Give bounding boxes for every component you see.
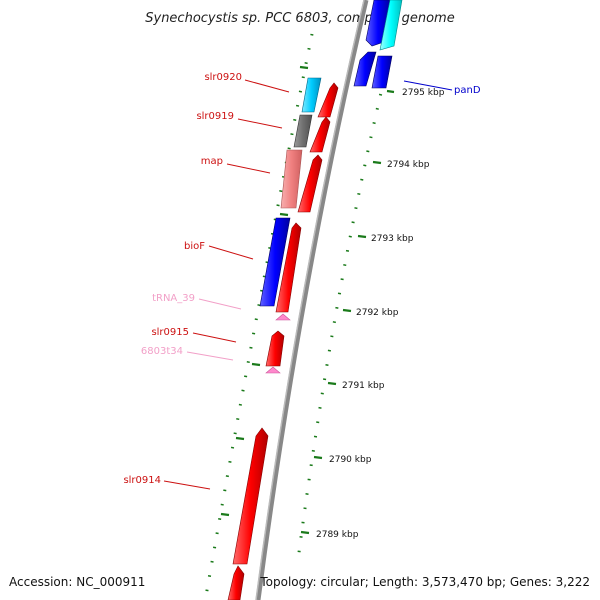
gene-label-tRNA_39[interactable]: tRNA_39 — [152, 293, 195, 304]
trna-feature-6803t34[interactable] — [265, 366, 281, 374]
topology-text: Topology: circular; Length: 3,573,470 bp… — [259, 575, 590, 589]
gene-label-6803t34[interactable]: 6803t34 — [141, 346, 183, 357]
trna-feature-tRNA_39[interactable] — [275, 313, 291, 321]
tick-mark — [279, 212, 289, 217]
tick-mark — [300, 530, 310, 535]
gene-label-bioF[interactable]: bioF — [184, 241, 205, 252]
tick-label: 2790 kbp — [329, 455, 372, 465]
leader-line-bioF — [208, 245, 254, 260]
genome-title: Synechocystis sp. PCC 6803, complete gen… — [145, 11, 454, 26]
gene-feature-slr0920[interactable] — [317, 82, 339, 118]
gene-feature-panD[interactable] — [371, 55, 393, 89]
tick-mark — [342, 308, 352, 313]
label-leader-lines — [163, 79, 453, 490]
gene-feature-slr0914[interactable] — [232, 427, 269, 565]
accession-text: Accession: NC_000911 — [9, 575, 145, 589]
gene-feature-slr0919-gray[interactable] — [293, 114, 313, 148]
tick-mark — [235, 436, 245, 441]
leader-line-slr0919 — [237, 118, 283, 129]
gene-feature-slr0919[interactable] — [309, 116, 331, 153]
genome-backbone-highlight — [255, 0, 365, 600]
tick-label: 2793 kbp — [371, 234, 414, 244]
leader-line-slr0920 — [244, 79, 290, 93]
leader-line-slr0914 — [163, 480, 211, 490]
leader-line-panD — [403, 80, 453, 91]
tick-mark — [313, 455, 323, 460]
gene-feature-bioF[interactable] — [275, 222, 302, 313]
genome-backbone — [255, 0, 369, 600]
gene-label-panD[interactable]: panD — [454, 85, 481, 96]
tick-mark — [220, 512, 230, 517]
leader-line-map — [226, 163, 271, 174]
gene-label-slr0915[interactable]: slr0915 — [151, 327, 189, 338]
gene-feature-slr0915[interactable] — [265, 330, 285, 367]
leader-line-tRNA_39 — [198, 298, 242, 310]
leader-line-slr0915 — [192, 332, 237, 343]
tick-mark — [386, 89, 395, 94]
gene-feature-bottom[interactable] — [227, 565, 245, 600]
top-right-genes — [353, 0, 403, 89]
tick-label: 2795 kbp — [402, 88, 445, 98]
gene-label-map[interactable]: map — [201, 156, 223, 167]
tick-mark — [299, 65, 309, 70]
gene-feature-map[interactable] — [297, 154, 323, 213]
gene-feature-panD-lower[interactable] — [353, 51, 377, 87]
tick-label: 2791 kbp — [342, 381, 385, 391]
gene-feature-slr0920-cyan[interactable] — [301, 77, 322, 113]
gene-feature-map-pink[interactable] — [280, 149, 303, 209]
forward-strand-genes — [227, 82, 339, 600]
tick-label: 2794 kbp — [387, 160, 430, 170]
tick-label: 2789 kbp — [316, 530, 359, 540]
gene-label-slr0919[interactable]: slr0919 — [196, 111, 234, 122]
tick-label: 2792 kbp — [356, 308, 399, 318]
gene-label-slr0914[interactable]: slr0914 — [123, 475, 161, 486]
tick-mark — [357, 234, 367, 239]
tick-mark — [327, 381, 337, 386]
gene-label-slr0920[interactable]: slr0920 — [204, 72, 242, 83]
gene-feature-bioF-blue[interactable] — [259, 217, 291, 307]
tick-mark — [372, 160, 382, 165]
tick-mark — [251, 362, 261, 367]
gene-feature-top-cyan[interactable] — [379, 0, 403, 51]
leader-line-6803t34 — [186, 351, 234, 361]
other-features — [259, 77, 322, 374]
